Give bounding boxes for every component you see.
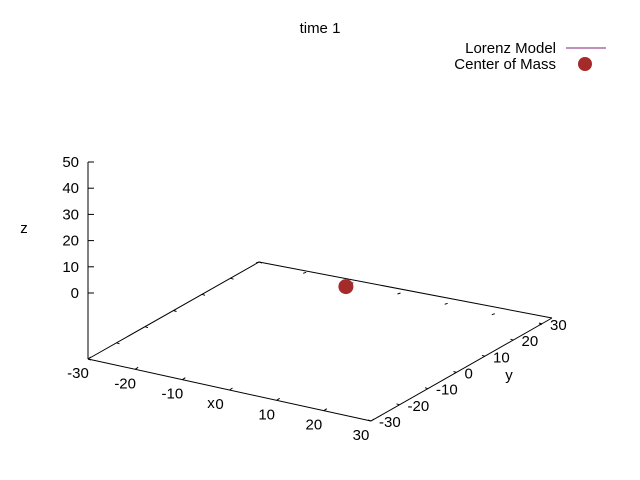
x-axis-ticks: -30 -20 -10 0 10 20 30 (67, 261, 543, 444)
center-of-mass-point (338, 279, 354, 295)
x-tick-mark-back (397, 292, 401, 295)
y-tick-mark-left (230, 277, 234, 280)
y-tick-mark-left (173, 310, 177, 312)
y-tick-mark-left (201, 293, 206, 296)
x-tick-label: -30 (67, 365, 89, 382)
y-tick-mark (538, 322, 543, 325)
z-tick-label: 20 (62, 233, 79, 250)
y-tick-mark-left (116, 342, 120, 345)
y-tick-mark (453, 371, 457, 373)
axes-box (87, 162, 553, 422)
legend-label-lorenz-model: Lorenz Model (465, 40, 556, 57)
y-tick-mark-left (87, 358, 92, 361)
x-tick-mark-back (491, 313, 495, 316)
z-tick-label: 30 (62, 206, 79, 223)
x-tick-label: 20 (305, 417, 322, 434)
x-tick-label: 10 (258, 406, 275, 423)
z-tick-label: 40 (62, 180, 79, 197)
y-tick-mark (396, 403, 400, 406)
legend-label-center-of-mass: Center of Mass (454, 56, 556, 73)
z-axis-label: z (20, 220, 28, 237)
y-tick-mark (510, 338, 514, 341)
data-marks (338, 279, 354, 295)
y-tick-label: -30 (379, 414, 401, 431)
axis-y-right (370, 317, 553, 422)
x-tick-mark (182, 377, 186, 381)
y-tick-mark (367, 419, 372, 422)
z-tick-label: 0 (71, 285, 79, 302)
legend-swatch-center-of-mass (578, 57, 592, 71)
y-tick-mark (481, 354, 486, 357)
y-tick-mark-left (258, 261, 263, 264)
x-tick-mark (370, 418, 375, 422)
x-tick-label: 0 (215, 396, 223, 413)
y-tick-label: 20 (522, 333, 539, 350)
x-tick-mark-back (255, 261, 260, 264)
legend: Lorenz Model Center of Mass (454, 40, 606, 73)
x-tick-label: 30 (353, 427, 370, 444)
y-tick-label: 10 (493, 349, 510, 366)
y-tick-label: 30 (550, 317, 567, 334)
y-axis-ticks: -30 -20 -10 0 10 20 30 (87, 261, 567, 431)
x-tick-mark-back (444, 302, 448, 305)
y-axis-label: y (505, 367, 513, 384)
x-tick-mark (134, 366, 139, 370)
chart-title: time 1 (300, 20, 341, 37)
x-tick-mark (323, 408, 328, 412)
z-axis-ticks: 0 10 20 30 40 50 (62, 154, 94, 302)
z-tick-label: 10 (62, 259, 79, 276)
x-tick-mark (276, 397, 280, 401)
x-tick-label: -10 (161, 386, 183, 403)
x-tick-mark (229, 387, 233, 391)
x-tick-label: -20 (114, 375, 136, 392)
y-tick-label: 0 (465, 366, 473, 383)
x-axis-label: x (207, 395, 215, 412)
y-tick-mark-left (144, 326, 149, 329)
y-tick-mark (424, 387, 429, 390)
y-tick-label: -10 (436, 382, 458, 399)
axis-x-back (258, 261, 553, 319)
z-tick-label: 50 (62, 154, 79, 171)
x-tick-mark-back (303, 271, 307, 274)
y-tick-label: -20 (408, 398, 430, 415)
